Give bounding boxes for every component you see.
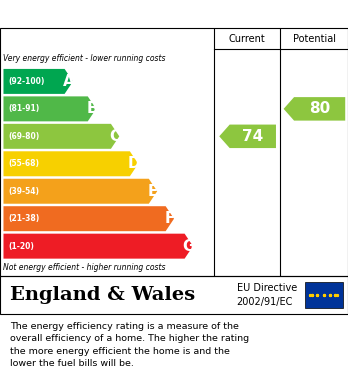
Polygon shape (284, 97, 345, 120)
Polygon shape (3, 124, 119, 149)
Text: B: B (86, 101, 98, 117)
Polygon shape (219, 125, 276, 148)
Polygon shape (3, 206, 174, 231)
Text: G: G (183, 239, 195, 254)
Text: (1-20): (1-20) (9, 242, 34, 251)
Text: Potential: Potential (293, 34, 335, 43)
Polygon shape (3, 96, 96, 121)
Text: E: E (148, 184, 158, 199)
Text: A: A (63, 74, 75, 89)
Text: (92-100): (92-100) (9, 77, 45, 86)
Text: C: C (110, 129, 121, 144)
Text: D: D (128, 156, 140, 171)
Polygon shape (3, 151, 138, 176)
Text: Current: Current (229, 34, 266, 43)
Polygon shape (3, 179, 157, 204)
Text: (81-91): (81-91) (9, 104, 40, 113)
Text: (39-54): (39-54) (9, 187, 40, 196)
Text: (69-80): (69-80) (9, 132, 40, 141)
Bar (304, 282, 343, 308)
Polygon shape (3, 234, 193, 258)
Text: F: F (165, 211, 175, 226)
Text: The energy efficiency rating is a measure of the
overall efficiency of a home. T: The energy efficiency rating is a measur… (10, 322, 250, 368)
Text: Energy Efficiency Rating: Energy Efficiency Rating (10, 5, 239, 23)
Text: EU Directive
2002/91/EC: EU Directive 2002/91/EC (237, 283, 297, 307)
Text: 80: 80 (309, 101, 330, 117)
Text: Not energy efficient - higher running costs: Not energy efficient - higher running co… (3, 264, 166, 273)
Text: England & Wales: England & Wales (10, 286, 196, 304)
Text: (21-38): (21-38) (9, 214, 40, 223)
Text: 74: 74 (242, 129, 263, 144)
Polygon shape (3, 69, 73, 94)
Text: Very energy efficient - lower running costs: Very energy efficient - lower running co… (3, 54, 166, 63)
Text: (55-68): (55-68) (9, 159, 40, 168)
